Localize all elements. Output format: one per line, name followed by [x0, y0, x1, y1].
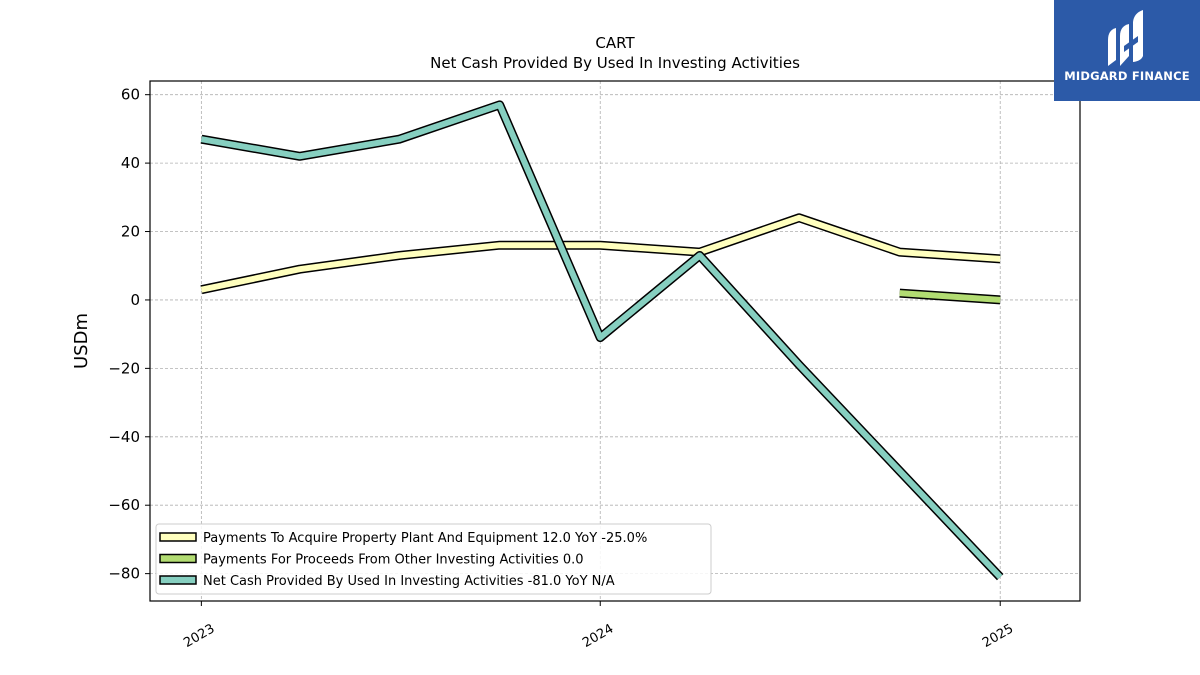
series-line-outline — [200, 213, 1001, 295]
x-tick-label: 2023 — [181, 621, 217, 651]
y-tick-label: −80 — [108, 565, 140, 583]
x-axis: 2023 2024 2025 — [181, 601, 1016, 651]
legend-swatch — [159, 553, 197, 564]
legend-label: Net Cash Provided By Used In Investing A… — [203, 574, 615, 589]
series-line — [200, 214, 1001, 293]
y-tick-label: 60 — [121, 86, 140, 104]
chart-title: CART — [595, 34, 635, 52]
legend-swatch — [159, 575, 197, 585]
y-tick-label: −20 — [108, 359, 140, 377]
chart-subtitle: Net Cash Provided By Used In Investing A… — [430, 54, 800, 72]
plot-frame — [149, 80, 1081, 602]
y-axis: 60 40 20 0 −20 −40 −60 −80 — [108, 86, 150, 583]
x-tick-label: 2025 — [980, 621, 1016, 651]
series-lines — [200, 100, 1004, 581]
series-line-outline — [200, 100, 1004, 581]
series-line — [200, 101, 1003, 580]
legend-swatch — [159, 532, 197, 542]
legend-box — [155, 523, 712, 595]
logo-text: MIDGARD FINANCE — [1064, 69, 1190, 83]
grid-lines — [150, 81, 1080, 601]
legend-label: Payments To Acquire Property Plant And E… — [203, 531, 647, 546]
midgard-finance-logo: MIDGARD FINANCE — [1054, 0, 1200, 101]
y-tick-label: 20 — [121, 223, 140, 241]
y-axis-label: USDm — [71, 313, 92, 369]
legend-label: Payments For Proceeds From Other Investi… — [203, 553, 584, 568]
y-tick-label: −60 — [108, 496, 140, 514]
y-tick-label: −40 — [108, 428, 140, 446]
midgard-m-logo-icon — [1108, 10, 1143, 66]
legend: Payments To Acquire Property Plant And E… — [155, 523, 712, 595]
series-line — [899, 290, 1001, 303]
y-tick-label: 0 — [130, 291, 140, 309]
x-tick-label: 2024 — [580, 621, 616, 651]
y-tick-label: 40 — [121, 154, 140, 172]
